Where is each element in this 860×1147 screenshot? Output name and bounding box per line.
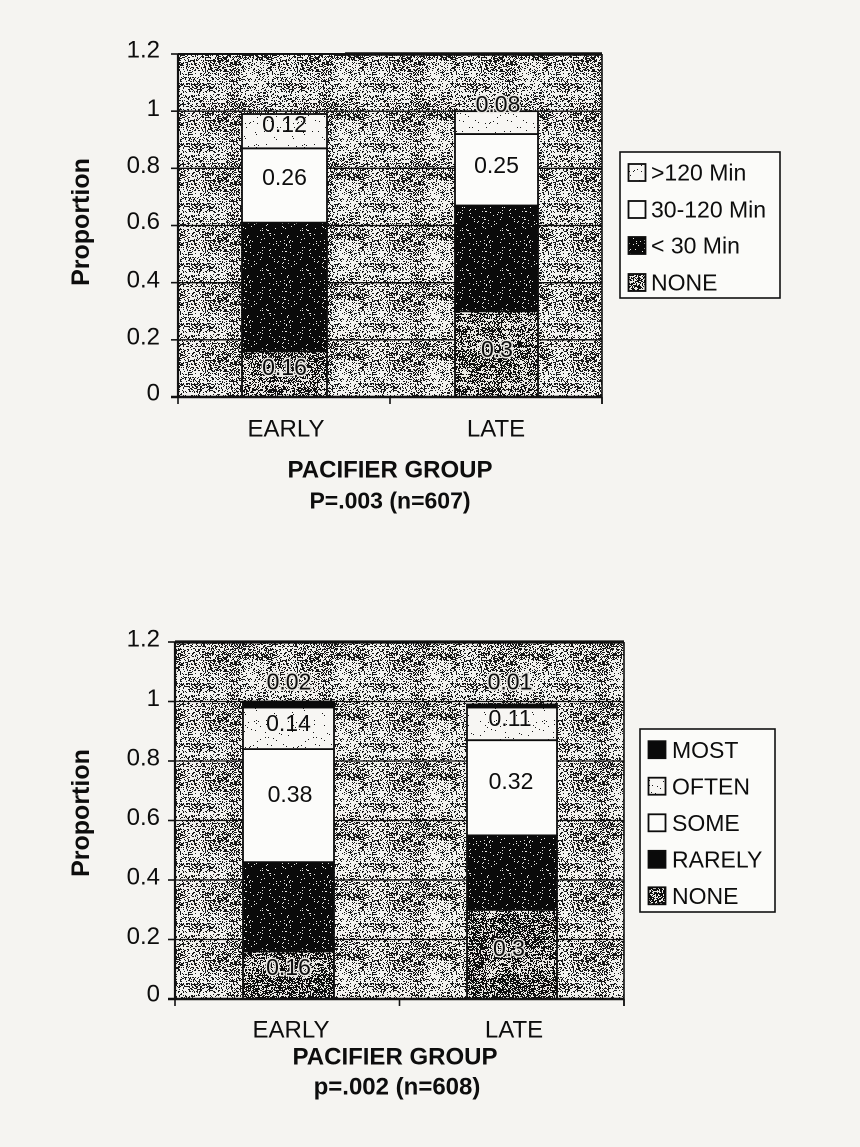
svg-text:0.6: 0.6: [127, 208, 160, 235]
svg-text:0.32: 0.32: [489, 768, 534, 794]
svg-text:Proportion: Proportion: [67, 158, 95, 286]
svg-text:0.6: 0.6: [127, 804, 160, 831]
svg-text:SOME: SOME: [672, 810, 740, 836]
svg-text:p=.002 (n=608): p=.002 (n=608): [314, 1074, 481, 1101]
svg-text:0.2: 0.2: [127, 923, 160, 950]
svg-text:0.02: 0.02: [267, 669, 312, 695]
svg-text:0.8: 0.8: [127, 152, 160, 179]
svg-text:0: 0: [147, 380, 160, 407]
svg-text:P=.003 (n=607): P=.003 (n=607): [309, 488, 470, 514]
svg-text:0.25: 0.25: [474, 152, 519, 178]
svg-text:0.08: 0.08: [476, 91, 521, 117]
svg-text:0.4: 0.4: [127, 864, 160, 891]
svg-text:RARELY: RARELY: [672, 847, 762, 873]
svg-text:0.2: 0.2: [127, 323, 160, 350]
svg-text:1.2: 1.2: [127, 37, 160, 64]
svg-text:EARLY: EARLY: [248, 416, 325, 443]
svg-text:0.01: 0.01: [488, 669, 533, 695]
svg-text:1: 1: [147, 95, 160, 122]
svg-text:< 30 Min: < 30 Min: [651, 233, 740, 259]
svg-text:0.4: 0.4: [127, 266, 160, 293]
svg-text:1: 1: [147, 685, 160, 712]
svg-text:LATE: LATE: [467, 416, 525, 443]
svg-text:PACIFIER GROUP: PACIFIER GROUP: [288, 457, 493, 484]
svg-text:0.26: 0.26: [262, 164, 307, 190]
svg-text:0.3: 0.3: [481, 336, 513, 362]
svg-text:NONE: NONE: [651, 270, 717, 296]
svg-text:LATE: LATE: [485, 1017, 543, 1044]
svg-text:0.11: 0.11: [488, 705, 531, 731]
svg-text:30-120 Min: 30-120 Min: [651, 197, 766, 223]
svg-text:0.16: 0.16: [262, 354, 307, 380]
svg-text:MOST: MOST: [672, 737, 738, 763]
svg-text:>120 Min: >120 Min: [651, 160, 746, 186]
svg-text:0.12: 0.12: [262, 111, 307, 137]
svg-text:0: 0: [147, 981, 160, 1008]
svg-text:NONE: NONE: [672, 883, 738, 909]
svg-text:0.8: 0.8: [127, 745, 160, 772]
svg-text:1.2: 1.2: [127, 626, 160, 653]
svg-text:Proportion: Proportion: [67, 749, 95, 877]
svg-text:0.3: 0.3: [493, 935, 525, 961]
svg-text:0.38: 0.38: [268, 781, 313, 807]
svg-text:0.16: 0.16: [266, 954, 311, 980]
svg-text:PACIFIER GROUP: PACIFIER GROUP: [293, 1044, 498, 1071]
svg-text:OFTEN: OFTEN: [672, 773, 750, 799]
svg-text:0.14: 0.14: [266, 710, 311, 736]
svg-text:EARLY: EARLY: [253, 1017, 330, 1044]
